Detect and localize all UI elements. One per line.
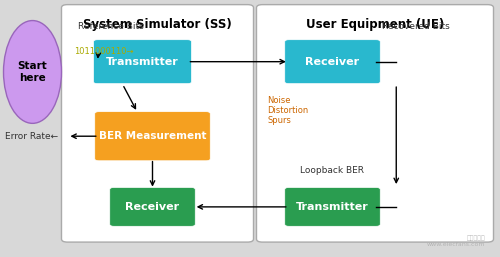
Text: Reference Bits: Reference Bits xyxy=(78,22,144,32)
Text: Loopback BER: Loopback BER xyxy=(300,166,364,176)
FancyBboxPatch shape xyxy=(285,188,380,226)
Text: User Equipment (UE): User Equipment (UE) xyxy=(306,18,444,31)
Text: Receiver: Receiver xyxy=(306,57,360,67)
Text: Error Rate←: Error Rate← xyxy=(5,132,58,141)
Text: Transmitter: Transmitter xyxy=(296,202,369,212)
FancyBboxPatch shape xyxy=(62,5,254,242)
Text: Start
here: Start here xyxy=(18,61,48,83)
Text: Transmitter: Transmitter xyxy=(106,57,179,67)
FancyBboxPatch shape xyxy=(94,40,192,84)
FancyBboxPatch shape xyxy=(95,112,210,161)
Text: Noise
Distortion
Spurs: Noise Distortion Spurs xyxy=(268,96,309,125)
Text: 电子发烧点
www.elecfans.com: 电子发烧点 www.elecfans.com xyxy=(426,235,485,247)
Ellipse shape xyxy=(4,21,61,123)
Text: 1011000110→: 1011000110→ xyxy=(74,47,134,56)
Text: BER Measurement: BER Measurement xyxy=(99,131,206,141)
Text: Recovered Bits: Recovered Bits xyxy=(382,22,450,32)
FancyBboxPatch shape xyxy=(110,188,195,226)
Text: System Simulator (SS): System Simulator (SS) xyxy=(83,18,232,31)
Text: Receiver: Receiver xyxy=(126,202,180,212)
FancyBboxPatch shape xyxy=(285,40,380,84)
FancyBboxPatch shape xyxy=(256,5,494,242)
